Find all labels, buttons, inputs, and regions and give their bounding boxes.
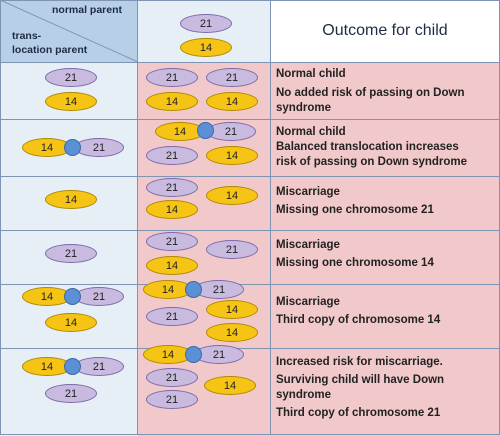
- centromere: [64, 358, 81, 375]
- grid-line: [0, 348, 500, 349]
- chromosome-21: 21: [206, 68, 258, 87]
- chromosome-14: 14: [143, 345, 193, 364]
- chromosome-21: 21: [45, 244, 97, 263]
- chromosome-14: 14: [206, 186, 258, 205]
- chromosome-14: 14: [180, 38, 232, 57]
- header-diagonal: [0, 0, 138, 62]
- outcome-row-4: Miscarriage Missing one chromosome 14: [276, 238, 434, 271]
- chromosome-21: 21: [206, 122, 256, 141]
- chromosome-14: 14: [146, 200, 198, 219]
- grid-line: [0, 62, 500, 63]
- header-normal-parent: normal parent: [52, 4, 123, 16]
- chromosome-21: 21: [146, 68, 198, 87]
- outcome-line: syndrome: [276, 389, 331, 401]
- outcome-line: syndrome: [276, 102, 331, 114]
- chromosome-14: 14: [45, 313, 97, 332]
- outcome-title: Normal child: [276, 68, 346, 80]
- outcome-line: Balanced translocation increases: [276, 141, 459, 153]
- grid-line: [0, 176, 500, 177]
- grid-line: [0, 230, 500, 231]
- chromosome-14: 14: [22, 357, 72, 376]
- chromosome-14: 14: [45, 190, 97, 209]
- grid-line: [270, 0, 271, 435]
- outcome-line: Missing one chromosome 21: [276, 204, 434, 216]
- outcome-line: Surviving child will have Down: [276, 374, 445, 386]
- outcome-line: No added risk of passing on Down: [276, 87, 465, 99]
- chromosome-14: 14: [204, 376, 256, 395]
- centromere: [64, 288, 81, 305]
- grid-line: [0, 0, 500, 1]
- outcome-title: Miscarriage: [276, 186, 340, 198]
- chromosome-21: 21: [74, 287, 124, 306]
- outcome-title: Increased risk for miscarriage.: [276, 356, 443, 368]
- outcome-title: Normal child: [276, 126, 346, 138]
- grid-line: [137, 0, 138, 435]
- chromosome-14: 14: [146, 256, 198, 275]
- header-outcome-label: Outcome for child: [322, 22, 448, 39]
- chromosome-21: 21: [146, 307, 198, 326]
- outcome-row-5: Miscarriage Third copy of chromosome 14: [276, 295, 440, 328]
- outcome-line: Third copy of chromosome 21: [276, 407, 441, 419]
- chromosome-21: 21: [45, 68, 97, 87]
- chromosome-14: 14: [146, 92, 198, 111]
- header-translocation-line2: location parent: [12, 44, 88, 56]
- outcome-line: Missing one chromosome 14: [276, 257, 434, 269]
- chromosome-14: 14: [206, 92, 258, 111]
- chromosome-21: 21: [74, 138, 124, 157]
- outcome-row-2: Normal child Balanced translocation incr…: [276, 125, 467, 170]
- outcome-row-6: Increased risk for miscarriage. Survivin…: [276, 355, 444, 421]
- grid-line: [0, 0, 1, 435]
- centromere: [185, 346, 202, 363]
- chromosome-21: 21: [146, 178, 198, 197]
- chromosome-14: 14: [206, 146, 258, 165]
- chromosome-14: 14: [45, 92, 97, 111]
- chromosome-21: 21: [194, 280, 244, 299]
- chromosome-21: 21: [206, 240, 258, 259]
- centromere: [185, 281, 202, 298]
- chromosome-14: 14: [22, 138, 72, 157]
- outcome-line: Third copy of chromosome 14: [276, 314, 441, 326]
- chromosome-14: 14: [143, 280, 193, 299]
- chromosome-21: 21: [146, 368, 198, 387]
- chromosome-21: 21: [146, 146, 198, 165]
- header-translocation-line1: trans-: [12, 30, 42, 42]
- centromere: [64, 139, 81, 156]
- chromosome-21: 21: [146, 232, 198, 251]
- chromosome-21: 21: [74, 357, 124, 376]
- outcome-title: Miscarriage: [276, 296, 340, 308]
- chromosome-14: 14: [206, 323, 258, 342]
- outcome-title: Miscarriage: [276, 239, 340, 251]
- outcome-column: [270, 62, 500, 436]
- outcome-line: risk of passing on Down syndrome: [276, 156, 468, 168]
- grid-line: [0, 434, 500, 435]
- grid-line: [0, 119, 500, 120]
- outcome-row-1: Normal child No added risk of passing on…: [276, 67, 465, 116]
- grid-line: [0, 284, 500, 285]
- chromosome-21: 21: [180, 14, 232, 33]
- chromosome-21: 21: [146, 390, 198, 409]
- centromere: [197, 122, 214, 139]
- chromosome-14: 14: [206, 300, 258, 319]
- header-outcome-cell: [270, 0, 500, 62]
- chromosome-21: 21: [45, 384, 97, 403]
- header-corner-cell: normal parent trans- location parent: [0, 0, 138, 62]
- outcome-row-3: Miscarriage Missing one chromosome 21: [276, 185, 434, 218]
- chromosome-21: 21: [194, 345, 244, 364]
